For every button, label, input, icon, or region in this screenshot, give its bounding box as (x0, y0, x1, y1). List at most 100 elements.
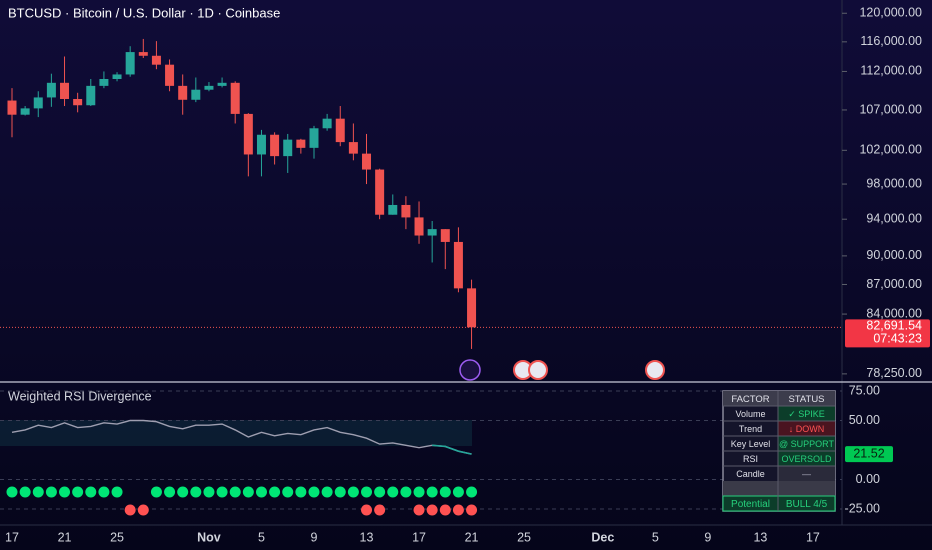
y-tick-label: 90,000.00 (866, 248, 922, 262)
candle-body (453, 241, 463, 289)
candle-body (99, 79, 109, 86)
candle-body (191, 89, 201, 100)
candle-body (322, 118, 332, 129)
y-tick-label: 98,000.00 (866, 176, 922, 190)
x-tick-label: 9 (311, 530, 318, 544)
signal-dot (295, 486, 307, 498)
candle-body (401, 204, 411, 218)
rsi-band (0, 420, 472, 446)
rsi-line (11, 419, 472, 455)
signal-dot (111, 486, 123, 498)
signal-dot (255, 486, 267, 498)
y-tick-label: 87,000.00 (866, 277, 922, 291)
y-tick-label: 84,000.00 (866, 306, 922, 320)
chart-title: BTCUSD · Bitcoin / U.S. Dollar · 1D · Co… (8, 5, 280, 20)
candle-body (46, 82, 56, 98)
signal-dot (19, 486, 31, 498)
table-footer-bg (722, 495, 836, 512)
last-price-box (845, 319, 930, 348)
signal-dot (400, 486, 412, 498)
table-footer: Potential (731, 499, 770, 510)
candle-body (125, 52, 135, 75)
signal-dot (387, 486, 399, 498)
x-tick-label: Dec (591, 530, 614, 544)
event-icon (645, 360, 665, 380)
candle-body (427, 229, 437, 236)
signal-dot (347, 486, 359, 498)
table-empty-row (723, 481, 835, 496)
y-tick-label: 120,000.00 (859, 6, 922, 20)
candle-body (33, 97, 43, 109)
y-tick-label: 50.00 (849, 413, 880, 427)
signal-dot (59, 486, 71, 498)
x-tick-label: 21 (58, 530, 72, 544)
x-tick-label: 21 (465, 530, 479, 544)
candle-body (388, 204, 398, 215)
rsi-value-box (845, 446, 893, 463)
signal-dot (124, 504, 136, 516)
table-header: FACTOR (731, 394, 769, 405)
signal-dot (361, 486, 373, 498)
signal-dot (98, 486, 110, 498)
y-tick-label: 116,000.00 (860, 34, 922, 48)
table-header: STATUS (788, 394, 824, 405)
table-footer: BULL 4/5 (786, 499, 828, 510)
rsi-value-label: 21.52 (853, 446, 884, 460)
candle-body (138, 52, 148, 56)
x-tick-label: 13 (360, 530, 374, 544)
table-factor: Key Level (731, 439, 771, 449)
candle-body (348, 142, 358, 154)
indicator-title: Weighted RSI Divergence (8, 389, 152, 403)
candle-body (362, 153, 372, 170)
y-tick-label: 112,000.00 (860, 64, 922, 78)
signal-dot (45, 486, 57, 498)
candle-body (335, 118, 345, 143)
event-icons (459, 359, 665, 381)
table-cell-bg (778, 466, 835, 481)
table-cell-bg (778, 421, 835, 436)
x-tick-label: 5 (258, 530, 265, 544)
candle-body (230, 82, 240, 114)
table-cell-bg (778, 436, 835, 451)
signal-dot (32, 486, 44, 498)
table-status: @ SUPPORT (779, 439, 834, 449)
candle-body (414, 217, 424, 236)
signal-dot (229, 486, 241, 498)
signal-dot (177, 486, 189, 498)
table-header-bg (723, 391, 835, 406)
candle-body (243, 113, 253, 155)
x-tick-label: 13 (753, 530, 767, 544)
signal-dot (216, 486, 228, 498)
y-tick-label: 78,250.00 (866, 366, 922, 380)
signal-dot (203, 486, 215, 498)
signal-dot (426, 504, 438, 516)
signal-dot (466, 504, 478, 516)
x-tick-label: 25 (110, 530, 124, 544)
candle-body (178, 85, 188, 100)
y-tick-label: 102,000.00 (859, 143, 922, 157)
last-price-label: 82,691.54 (866, 319, 922, 333)
signal-dot (150, 486, 162, 498)
signal-dot (439, 504, 451, 516)
signal-dot (164, 486, 176, 498)
x-tick-label: 9 (704, 530, 711, 544)
y-tick-label: 107,000.00 (859, 102, 922, 116)
candle-body (73, 98, 83, 106)
candle-body (7, 100, 17, 115)
signal-dot (242, 486, 254, 498)
y-tick-label: 94,000.00 (866, 212, 922, 226)
table-factor: Candle (736, 469, 765, 479)
table-status: OVERSOLD (781, 454, 832, 464)
factor-table: FACTOR STATUS Volume ✓ SPIKE Trend ↓ DOWN Key … (722, 390, 836, 512)
candle-body (217, 82, 227, 86)
signal-dot (137, 504, 149, 516)
table-status: — (802, 469, 811, 479)
x-tick-label: 17 (806, 530, 820, 544)
event-icon (528, 360, 548, 380)
candle-body (112, 74, 122, 80)
signal-dot (374, 504, 386, 516)
y-tick-label: 75.00 (849, 383, 880, 397)
signal-dot (466, 486, 478, 498)
